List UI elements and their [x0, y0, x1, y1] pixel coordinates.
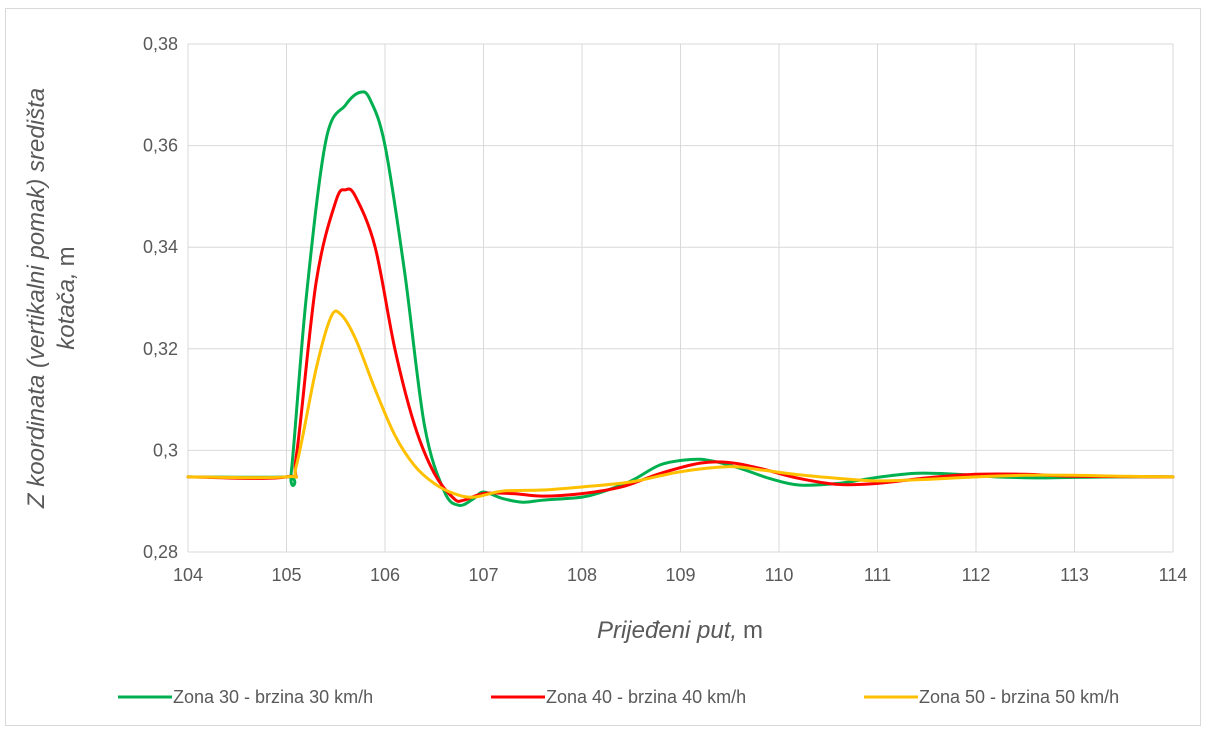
x-axis-ticks: 104 105 106 107 108 109 110 111 112 113 114 [173, 565, 1187, 585]
legend-label-3: Zona 50 - brzina 50 km/h [919, 687, 1119, 707]
y-tick-label: 0,32 [143, 339, 178, 359]
x-tick-label: 111 [864, 565, 891, 585]
series-lines [186, 90, 1175, 507]
legend-label-1: Zona 30 - brzina 30 km/h [173, 687, 373, 707]
legend-label-2: Zona 40 - brzina 40 km/h [546, 687, 746, 707]
y-axis-title: Z koordinata (vertikalni pomak) središta… [23, 88, 80, 509]
y-axis-title-line2: kotača, m [53, 246, 80, 349]
y-axis-title-line1: Z koordinata (vertikalni pomak) središta [23, 88, 50, 509]
x-tick-label: 108 [567, 565, 597, 585]
y-axis-ticks: 0,28 0,3 0,32 0,34 0,36 0,38 [143, 34, 178, 562]
x-tick-label: 112 [962, 565, 991, 585]
x-axis-unit: m [743, 617, 763, 644]
y-tick-label: 0,38 [143, 34, 178, 54]
y-axis-title-line2-text: kotača, [53, 272, 80, 349]
x-tick-label: 109 [665, 565, 695, 585]
y-tick-label: 0,28 [143, 542, 178, 562]
x-tick-label: 104 [173, 565, 203, 585]
x-tick-label: 114 [1159, 565, 1188, 585]
y-axis-unit: m [53, 246, 80, 266]
x-tick-label: 107 [468, 565, 498, 585]
x-tick-label: 106 [370, 565, 400, 585]
chart-frame [5, 8, 1201, 726]
x-tick-label: 110 [765, 565, 794, 585]
series-line-1 [186, 90, 1175, 507]
series-line-2 [186, 187, 1175, 503]
y-tick-label: 0,34 [143, 237, 178, 257]
series-line-3 [186, 309, 1175, 499]
y-tick-label: 0,3 [153, 440, 178, 460]
x-tick-label: 105 [271, 565, 301, 585]
legend: Zona 30 - brzina 30 km/h Zona 40 - brzina… [118, 687, 1119, 707]
x-axis-title-text: Prijeđeni put, [597, 617, 737, 644]
x-tick-label: 113 [1060, 565, 1089, 585]
x-axis-title: Prijeđeni put, m [597, 617, 763, 644]
y-tick-label: 0,36 [143, 136, 178, 156]
grid [187, 43, 1174, 553]
